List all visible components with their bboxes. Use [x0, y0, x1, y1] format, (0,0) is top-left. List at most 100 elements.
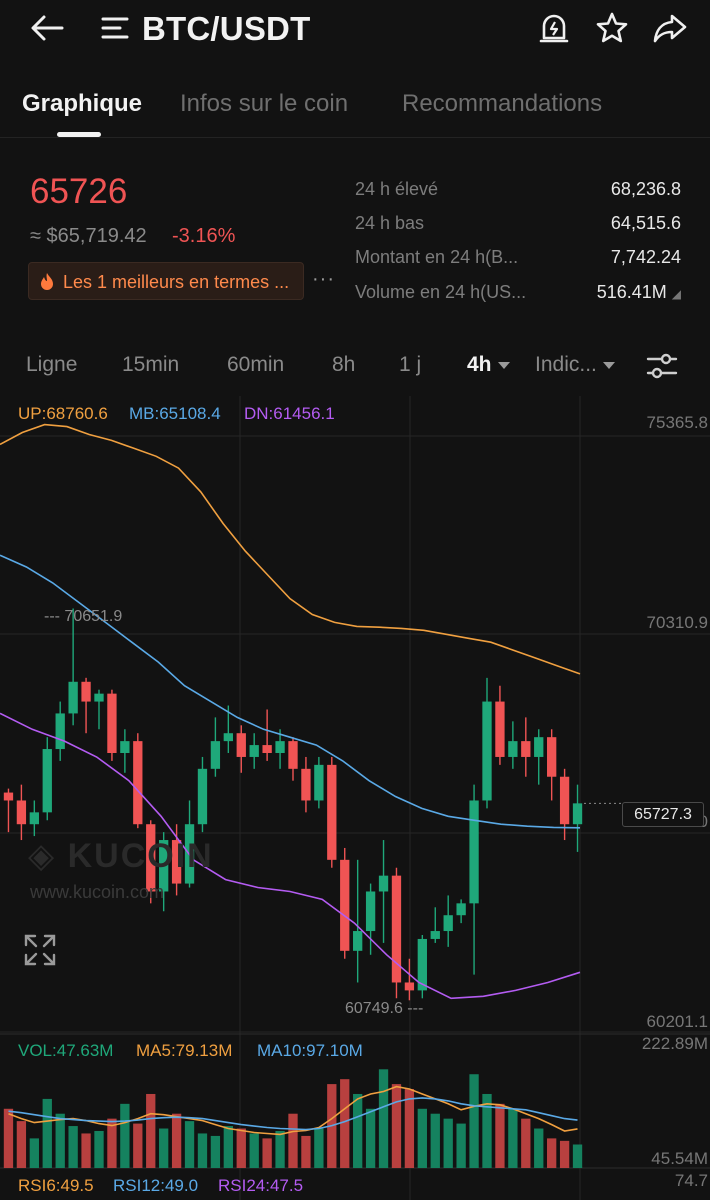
ranking-badge[interactable]: Les 1 meilleurs en termes ...	[28, 262, 304, 300]
candle-body	[456, 903, 466, 916]
fullscreen-expand-icon[interactable]	[22, 932, 58, 968]
candle-body	[171, 840, 182, 884]
tab-chart[interactable]: Graphique	[22, 90, 143, 117]
volume-ma10-legend: MA10:97.10M	[257, 1041, 363, 1060]
volume-bar	[559, 1140, 570, 1168]
volume-bar	[120, 1103, 130, 1168]
candle-body	[430, 931, 440, 939]
indicators-dropdown[interactable]: Indic...	[535, 353, 615, 377]
timeframe-4h-label: 4h	[467, 353, 492, 376]
rsi6-legend: RSI6:49.5	[18, 1176, 94, 1195]
rsi-axis-label: 74.7	[674, 1171, 708, 1190]
pair-title[interactable]: BTC/USDT	[142, 10, 311, 47]
volume-bar	[417, 1108, 427, 1168]
volume-axis-label: 222.89M	[641, 1034, 708, 1053]
back-arrow-icon[interactable]	[28, 10, 68, 46]
kline-chart[interactable]: UP:68760.6 MB:65108.4 DN:61456.1 75365.8…	[0, 396, 710, 1200]
candle-body	[365, 891, 376, 932]
candle-body	[482, 701, 492, 801]
volume-bar	[495, 1103, 505, 1168]
candle-body	[495, 701, 505, 757]
candle-body	[469, 800, 479, 904]
flame-icon	[39, 272, 55, 292]
stat-value-24h-volume-text: 516.41M	[596, 282, 667, 302]
volume-bar	[42, 1098, 52, 1168]
volume-bar	[55, 1113, 65, 1168]
candle-body	[275, 741, 285, 753]
stat-label-24h-volume: Volume en 24 h(US...	[355, 282, 527, 302]
volume-ma5-line	[8, 1085, 578, 1136]
candle-body	[81, 681, 91, 702]
price-axis-label: 60201.1	[646, 1012, 708, 1031]
candle-body	[521, 741, 531, 757]
candle-body	[210, 741, 221, 769]
candle-body	[288, 741, 298, 769]
chevron-down-icon	[497, 361, 510, 369]
pair-menu-icon[interactable]	[100, 14, 130, 42]
candle-body	[547, 737, 557, 777]
ranking-badge-text: Les 1 meilleurs en termes ...	[63, 272, 290, 292]
candle-body	[16, 800, 27, 825]
volume-bar	[365, 1108, 376, 1168]
candle-body	[68, 681, 78, 714]
volume-bar	[262, 1138, 272, 1168]
rsi24-legend: RSI24:47.5	[218, 1176, 304, 1195]
boll-mb-legend: MB:65108.4	[129, 404, 221, 423]
price-alert-icon[interactable]	[536, 10, 572, 46]
volume-triangle-icon: ◢	[671, 287, 681, 301]
candle-body	[572, 803, 583, 825]
chart-settings-icon[interactable]	[644, 348, 680, 384]
fiat-price: ≈ $65,719.42	[30, 225, 147, 247]
volume-ma5-legend: MA5:79.13M	[136, 1041, 233, 1060]
volume-bar	[314, 1128, 324, 1168]
volume-bar	[353, 1093, 363, 1168]
stat-value-24h-high: 68,236.8	[610, 179, 681, 199]
candle-body	[327, 764, 337, 860]
volume-bar	[456, 1123, 466, 1168]
volume-bar	[171, 1113, 182, 1168]
stat-label-24h-low: 24 h bas	[355, 213, 425, 233]
candle-body	[353, 931, 363, 951]
volume-bar	[94, 1130, 104, 1168]
candle-body	[55, 713, 65, 750]
timeframe-60min[interactable]: 60min	[227, 353, 285, 376]
volume-bar	[81, 1133, 91, 1168]
candle-body	[42, 749, 52, 813]
candle-body	[159, 840, 169, 892]
share-icon[interactable]	[652, 10, 688, 46]
timeframe-1d[interactable]: 1 j	[399, 353, 422, 376]
timeframe-15min[interactable]: 15min	[122, 353, 180, 376]
candle-body	[314, 764, 324, 801]
volume-bar	[159, 1128, 169, 1168]
tab-coin-info[interactable]: Infos sur le coin	[180, 90, 349, 117]
candle-body	[94, 693, 104, 702]
kline-chart-canvas[interactable]	[0, 396, 710, 1200]
price-axis-label: 75365.8	[646, 413, 708, 432]
candle-body	[417, 938, 427, 991]
timeframe-bar: Ligne 15min 60min 8h 1 j 4h Indic...	[0, 340, 710, 390]
stat-value-24h-amount: 7,742.24	[610, 247, 681, 267]
timeframe-line[interactable]: Ligne	[26, 353, 78, 376]
candle-body	[197, 768, 208, 825]
volume-ma10-line	[8, 1097, 578, 1131]
stat-label-24h-amount: Montant en 24 h(B...	[355, 247, 519, 267]
volume-bar	[223, 1126, 233, 1168]
kucoin-watermark-logo: ◈ KUCOIN	[28, 837, 214, 875]
volume-bar	[249, 1133, 259, 1168]
more-options-icon[interactable]: ···	[312, 268, 335, 290]
favorite-star-icon[interactable]	[594, 10, 630, 46]
boll-up-legend: UP:68760.6	[18, 404, 108, 423]
active-tab-indicator	[57, 132, 101, 137]
indicators-label: Indic...	[535, 353, 597, 376]
visible-high-label: --- 70651.9	[44, 608, 123, 625]
volume-bar	[430, 1113, 440, 1168]
last-price: 65726	[30, 172, 128, 211]
tab-recommendations[interactable]: Recommandations	[402, 90, 603, 117]
main-tabs: Graphique Infos sur le coin Recommandati…	[0, 82, 710, 138]
volume-bar	[107, 1118, 117, 1168]
timeframe-4h[interactable]: 4h	[467, 353, 510, 377]
timeframe-8h[interactable]: 8h	[332, 353, 356, 376]
volume-bar	[133, 1123, 143, 1168]
candle-body	[29, 812, 39, 825]
candle-body	[107, 693, 117, 753]
